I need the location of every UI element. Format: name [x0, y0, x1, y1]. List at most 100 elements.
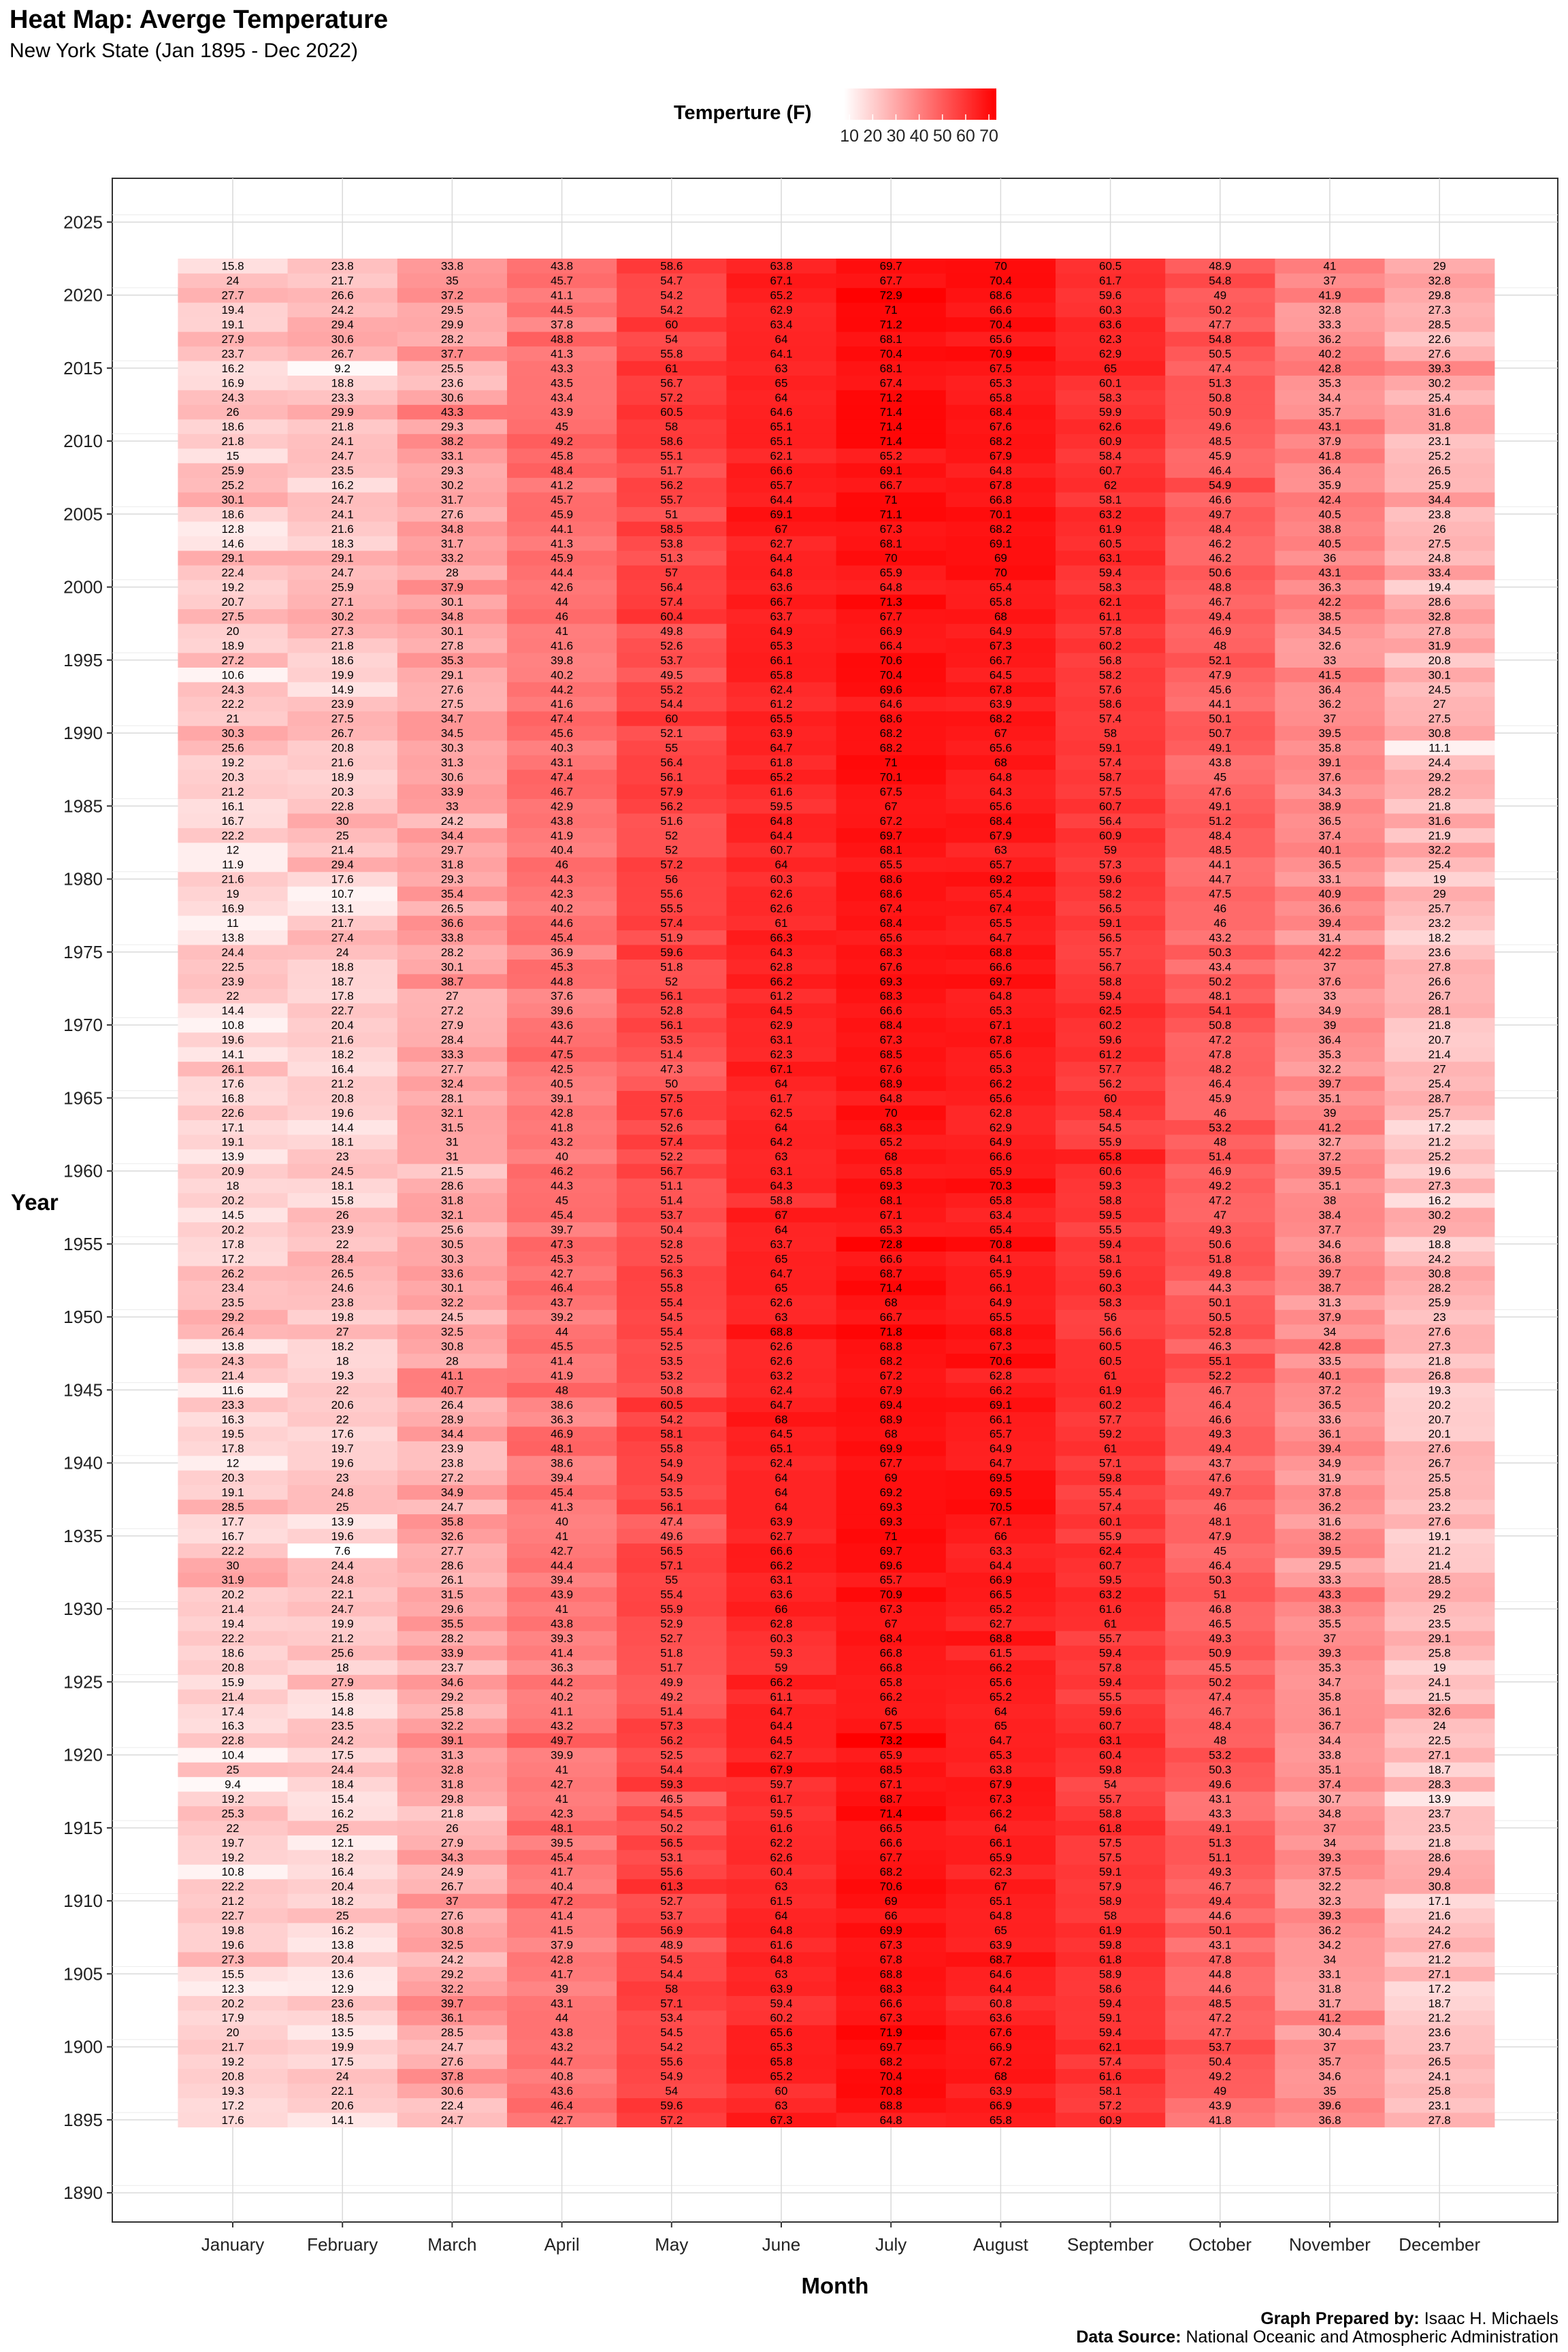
cell-value-label: 67.6: [990, 2026, 1012, 2039]
heatmap-cell: [726, 653, 837, 668]
cell-value-label: 37.2: [1318, 1384, 1341, 1396]
heatmap-cell: [945, 2112, 1056, 2127]
cell-value-label: 21.8: [331, 639, 354, 652]
heatmap-cell: [945, 1733, 1056, 1748]
heatmap-cell: [287, 1923, 398, 1938]
cell-value-label: 36.1: [1318, 1705, 1341, 1718]
cell-value-label: 37: [1324, 1632, 1337, 1645]
cell-value-label: 32.8: [1318, 304, 1341, 316]
legend-tick-label: 70: [979, 127, 998, 146]
cell-value-label: 41: [1324, 260, 1337, 273]
heatmap-cell: [726, 1850, 837, 1865]
cell-value-label: 22.6: [221, 1107, 244, 1120]
heatmap-cell: [287, 1572, 398, 1588]
cell-value-label: 56.7: [660, 376, 683, 389]
cell-value-label: 35: [1324, 2085, 1337, 2097]
heatmap-cell: [836, 1499, 947, 1515]
heatmap-cell: [1165, 1558, 1275, 1573]
heatmap-cell: [945, 1893, 1056, 1909]
heatmap-cell: [507, 258, 617, 274]
cell-value-label: 42.7: [551, 1544, 573, 1557]
cell-value-label: 54.7: [660, 274, 683, 287]
heatmap-cell: [1275, 287, 1386, 303]
cell-value-label: 57.7: [1099, 1413, 1122, 1426]
heatmap-cell: [507, 1966, 617, 1982]
heatmap-cell: [1056, 638, 1166, 653]
heatmap-cell: [507, 1572, 617, 1588]
cell-value-label: 34.7: [441, 713, 463, 725]
cell-value-label: 42.7: [551, 2114, 573, 2127]
heatmap-cell: [726, 1747, 837, 1763]
cell-value-label: 22: [336, 1238, 349, 1251]
cell-value-label: 29.7: [441, 844, 463, 857]
cell-value-label: 65.8: [880, 1676, 902, 1688]
cell-value-label: 34.6: [1318, 1238, 1341, 1251]
cell-value-label: 25.7: [1428, 902, 1451, 915]
cell-value-label: 17.2: [1428, 1982, 1451, 1995]
cell-value-label: 61.5: [990, 1646, 1012, 1659]
heatmap-cell: [397, 755, 508, 770]
cell-value-label: 46: [1213, 902, 1226, 915]
y-tick-label: 2005: [63, 504, 103, 524]
heatmap-cell: [507, 755, 617, 770]
cell-value-label: 66.8: [880, 1661, 902, 1674]
cell-value-label: 24: [1433, 1720, 1446, 1733]
cell-value-label: 32.2: [441, 1720, 463, 1733]
heatmap-cell: [836, 1017, 947, 1033]
cell-value-label: 38.7: [441, 975, 463, 988]
cell-value-label: 60.5: [1099, 1340, 1122, 1353]
cell-value-label: 18.1: [331, 1136, 354, 1149]
heatmap-cell: [1384, 1339, 1495, 1354]
y-axis: 1890189519001905191019151920192519301935…: [63, 212, 112, 2203]
heatmap-cell: [1384, 1076, 1495, 1092]
cell-value-label: 21.2: [221, 1895, 244, 1908]
heatmap-cell: [507, 1266, 617, 1281]
cell-value-label: 35.3: [441, 654, 463, 667]
cell-value-label: 27.9: [221, 333, 244, 346]
cell-value-label: 70.4: [880, 2070, 902, 2083]
heatmap-cell: [1384, 1280, 1495, 1296]
cell-value-label: 68.8: [990, 946, 1012, 959]
heatmap-cell: [507, 1747, 617, 1763]
cell-value-label: 49.6: [660, 1530, 683, 1543]
cell-value-label: 23.8: [331, 260, 354, 273]
cell-value-label: 49.8: [660, 625, 683, 638]
heatmap-cell: [178, 1105, 289, 1120]
cell-value-label: 19: [1433, 873, 1446, 886]
cell-value-label: 52.1: [1209, 654, 1231, 667]
heatmap-cell: [945, 331, 1056, 347]
heatmap-cell: [1165, 1689, 1275, 1704]
heatmap-cell: [1275, 1207, 1386, 1223]
cell-value-label: 59.5: [1099, 1573, 1122, 1586]
heatmap-cell: [287, 1149, 398, 1164]
heatmap-cell: [178, 667, 289, 683]
cell-value-label: 64.5: [990, 668, 1012, 681]
heatmap-cell: [178, 1324, 289, 1339]
cell-value-label: 33.4: [1428, 566, 1451, 579]
heatmap-cell: [1275, 725, 1386, 741]
heatmap-cell: [287, 2054, 398, 2070]
cell-value-label: 61: [1104, 1442, 1117, 1455]
heatmap-cell: [726, 1543, 837, 1558]
heatmap-cell: [1275, 1266, 1386, 1281]
cell-value-label: 24.8: [331, 1573, 354, 1586]
heatmap-cell: [1165, 1937, 1275, 1953]
cell-value-label: 59.6: [1099, 1034, 1122, 1047]
heatmap-cell: [1056, 915, 1166, 931]
heatmap-cell: [507, 638, 617, 653]
heatmap-cell: [945, 842, 1056, 858]
cell-value-label: 41.4: [551, 1354, 573, 1367]
cell-value-label: 56.4: [660, 581, 683, 594]
cell-value-label: 66.2: [990, 1661, 1012, 1674]
heatmap-cell: [397, 1835, 508, 1850]
heatmap-cell: [287, 565, 398, 581]
cell-value-label: 62.1: [1099, 2041, 1122, 2054]
heatmap-cell: [287, 1397, 398, 1412]
x-tick-label: February: [307, 2234, 378, 2255]
cell-value-label: 43.8: [551, 1618, 573, 1631]
cell-value-label: 20.9: [221, 1165, 244, 1178]
heatmap-cell: [617, 842, 727, 858]
heatmap-cell: [945, 1966, 1056, 1982]
cell-value-label: 67.2: [880, 815, 902, 828]
heatmap-cell: [1275, 477, 1386, 493]
